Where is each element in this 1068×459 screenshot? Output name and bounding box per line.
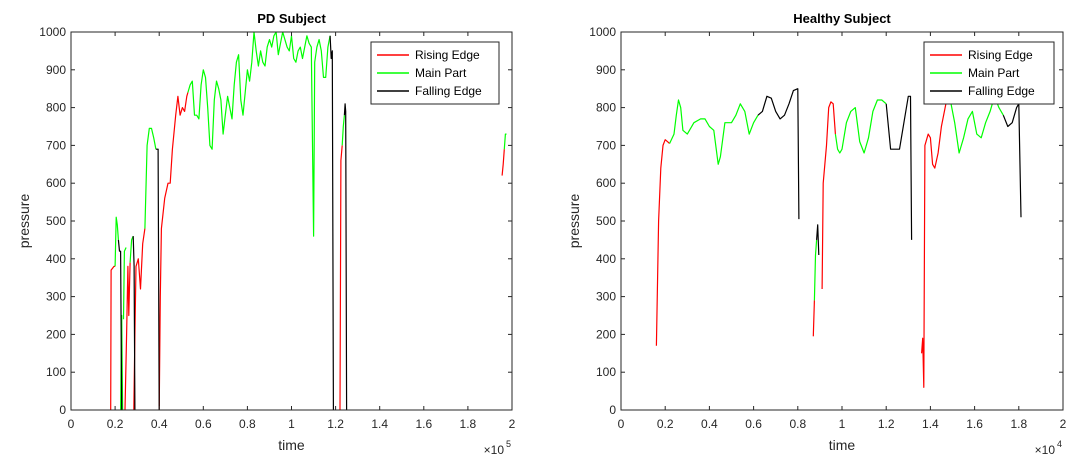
chart-title: PD Subject (257, 11, 326, 26)
x-tick-label: 2 (509, 417, 516, 431)
y-axis-label: pressure (16, 194, 32, 249)
main-part-line-segment (813, 239, 818, 301)
x-tick-label: 1.2 (327, 417, 344, 431)
x-tick-label: 0.6 (745, 417, 762, 431)
main-part-legend-label: Main Part (415, 66, 467, 80)
main-part-line-segment (122, 247, 127, 320)
y-tick-label: 600 (596, 176, 616, 190)
rising-edge-line-segment (655, 139, 670, 346)
rising-edge-line-segment (110, 265, 116, 410)
x-tick-label: 1.2 (878, 417, 895, 431)
x-tick-label: 1 (288, 417, 295, 431)
rising-edge-line-segment (501, 149, 505, 176)
falling-edge-line-segment (816, 224, 820, 256)
healthy-subject-chart: 0 0.2 0.4 0.6 0.8 1 1.2 1.4 1.6 1.8 2 0 100 200 300 400… (566, 11, 1067, 457)
y-tick-label: 900 (46, 63, 66, 77)
y-tick-label: 900 (596, 63, 616, 77)
y-tick-label: 800 (46, 101, 66, 115)
y-tick-label: 700 (596, 138, 616, 152)
falling-edge-line-segment (1002, 103, 1022, 218)
rising-edge-line-segment (821, 101, 836, 290)
y-tick-label: 0 (609, 403, 616, 417)
rising-edge-legend-label: Rising Edge (968, 48, 1033, 62)
main-part-line-segment (503, 133, 507, 150)
x-tick-label: 1 (839, 417, 846, 431)
x-tick-label: 0.4 (701, 417, 718, 431)
y-tick-label: 1000 (39, 25, 66, 39)
x-tick-label: 0.8 (789, 417, 806, 431)
x-tick-label: 0.8 (239, 417, 256, 431)
y-tick-label: 200 (46, 327, 66, 341)
rising-edge-line-segment (339, 145, 343, 410)
x-exponent-power: 4 (1057, 439, 1062, 449)
y-tick-label: 400 (596, 252, 616, 266)
falling-edge-legend-label: Falling Edge (968, 84, 1035, 98)
y-tick-label: 100 (596, 365, 616, 379)
falling-edge-line-segment (155, 148, 160, 410)
rising-edge-line-segment (158, 92, 189, 410)
x-tick-label: 0.4 (151, 417, 168, 431)
x-tick-label: 0.2 (107, 417, 124, 431)
main-part-line-segment (187, 32, 331, 237)
pd-subject-panel: 0 0.2 0.4 0.6 0.8 1 1.2 1.4 1.6 1.8 2 0 100 200 300 400… (16, 11, 516, 457)
rising-edge-line-segment (124, 262, 131, 410)
chart-title: Healthy Subject (793, 11, 891, 26)
y-tick-label: 1000 (589, 25, 616, 39)
falling-edge-line-segment (132, 236, 136, 410)
main-part-line-segment (669, 99, 759, 165)
data-lines (110, 32, 507, 410)
main-part-legend-label: Main Part (968, 66, 1020, 80)
y-tick-label: 500 (596, 214, 616, 228)
rising-edge-line-segment (812, 300, 815, 337)
x-exponent-label: ×10 (1035, 443, 1056, 457)
x-axis-label: time (829, 437, 856, 453)
x-tick-label: 1.6 (415, 417, 432, 431)
healthy-subject-panel: 0 0.2 0.4 0.6 0.8 1 1.2 1.4 1.6 1.8 2 0 100 200 300 400… (534, 0, 1068, 459)
x-tick-label: 1.4 (922, 417, 939, 431)
y-tick-label: 700 (46, 138, 66, 152)
y-tick-label: 100 (46, 365, 66, 379)
x-tick-label: 0.2 (657, 417, 674, 431)
y-tick-label: 200 (596, 327, 616, 341)
main-part-line-segment (144, 127, 157, 229)
legend: Rising Edge Main Part Falling Edge (923, 41, 1055, 105)
main-part-line-segment (834, 99, 887, 154)
x-tick-label: 1.8 (460, 417, 477, 431)
y-tick-label: 800 (596, 101, 616, 115)
x-exponent-label: ×10 (484, 443, 505, 457)
legend: Rising Edge Main Part Falling Edge (370, 41, 500, 105)
data-lines (655, 88, 1022, 388)
main-part-line-segment (341, 115, 345, 146)
main-part-line-segment (114, 216, 119, 267)
falling-edge-line-segment (117, 239, 123, 410)
falling-edge-line-segment (757, 88, 800, 220)
rising-edge-legend-label: Rising Edge (415, 48, 480, 62)
x-tick-label: 1.4 (371, 417, 388, 431)
y-axis-label: pressure (566, 194, 582, 249)
pd-subject-chart: 0 0.2 0.4 0.6 0.8 1 1.2 1.4 1.6 1.8 2 0 100 200 300 400… (16, 11, 516, 457)
x-tick-label: 0 (618, 417, 625, 431)
falling-edge-legend-label: Falling Edge (415, 84, 482, 98)
y-tick-label: 300 (46, 290, 66, 304)
x-tick-label: 1.8 (1010, 417, 1027, 431)
x-exponent-power: 5 (506, 439, 511, 449)
falling-edge-line-segment (885, 95, 913, 240)
y-tick-label: 500 (46, 214, 66, 228)
falling-edge-line-segment (329, 35, 334, 410)
x-tick-label: 0 (68, 417, 75, 431)
x-axis-label: time (278, 437, 305, 453)
y-tick-label: 400 (46, 252, 66, 266)
falling-edge-line-segment (343, 103, 348, 410)
y-tick-label: 0 (59, 403, 66, 417)
y-tick-label: 300 (596, 290, 616, 304)
x-tick-label: 0.6 (195, 417, 212, 431)
y-tick-label: 600 (46, 176, 66, 190)
x-tick-label: 2 (1060, 417, 1067, 431)
x-tick-label: 1.6 (966, 417, 983, 431)
rising-edge-line-segment (921, 103, 947, 388)
